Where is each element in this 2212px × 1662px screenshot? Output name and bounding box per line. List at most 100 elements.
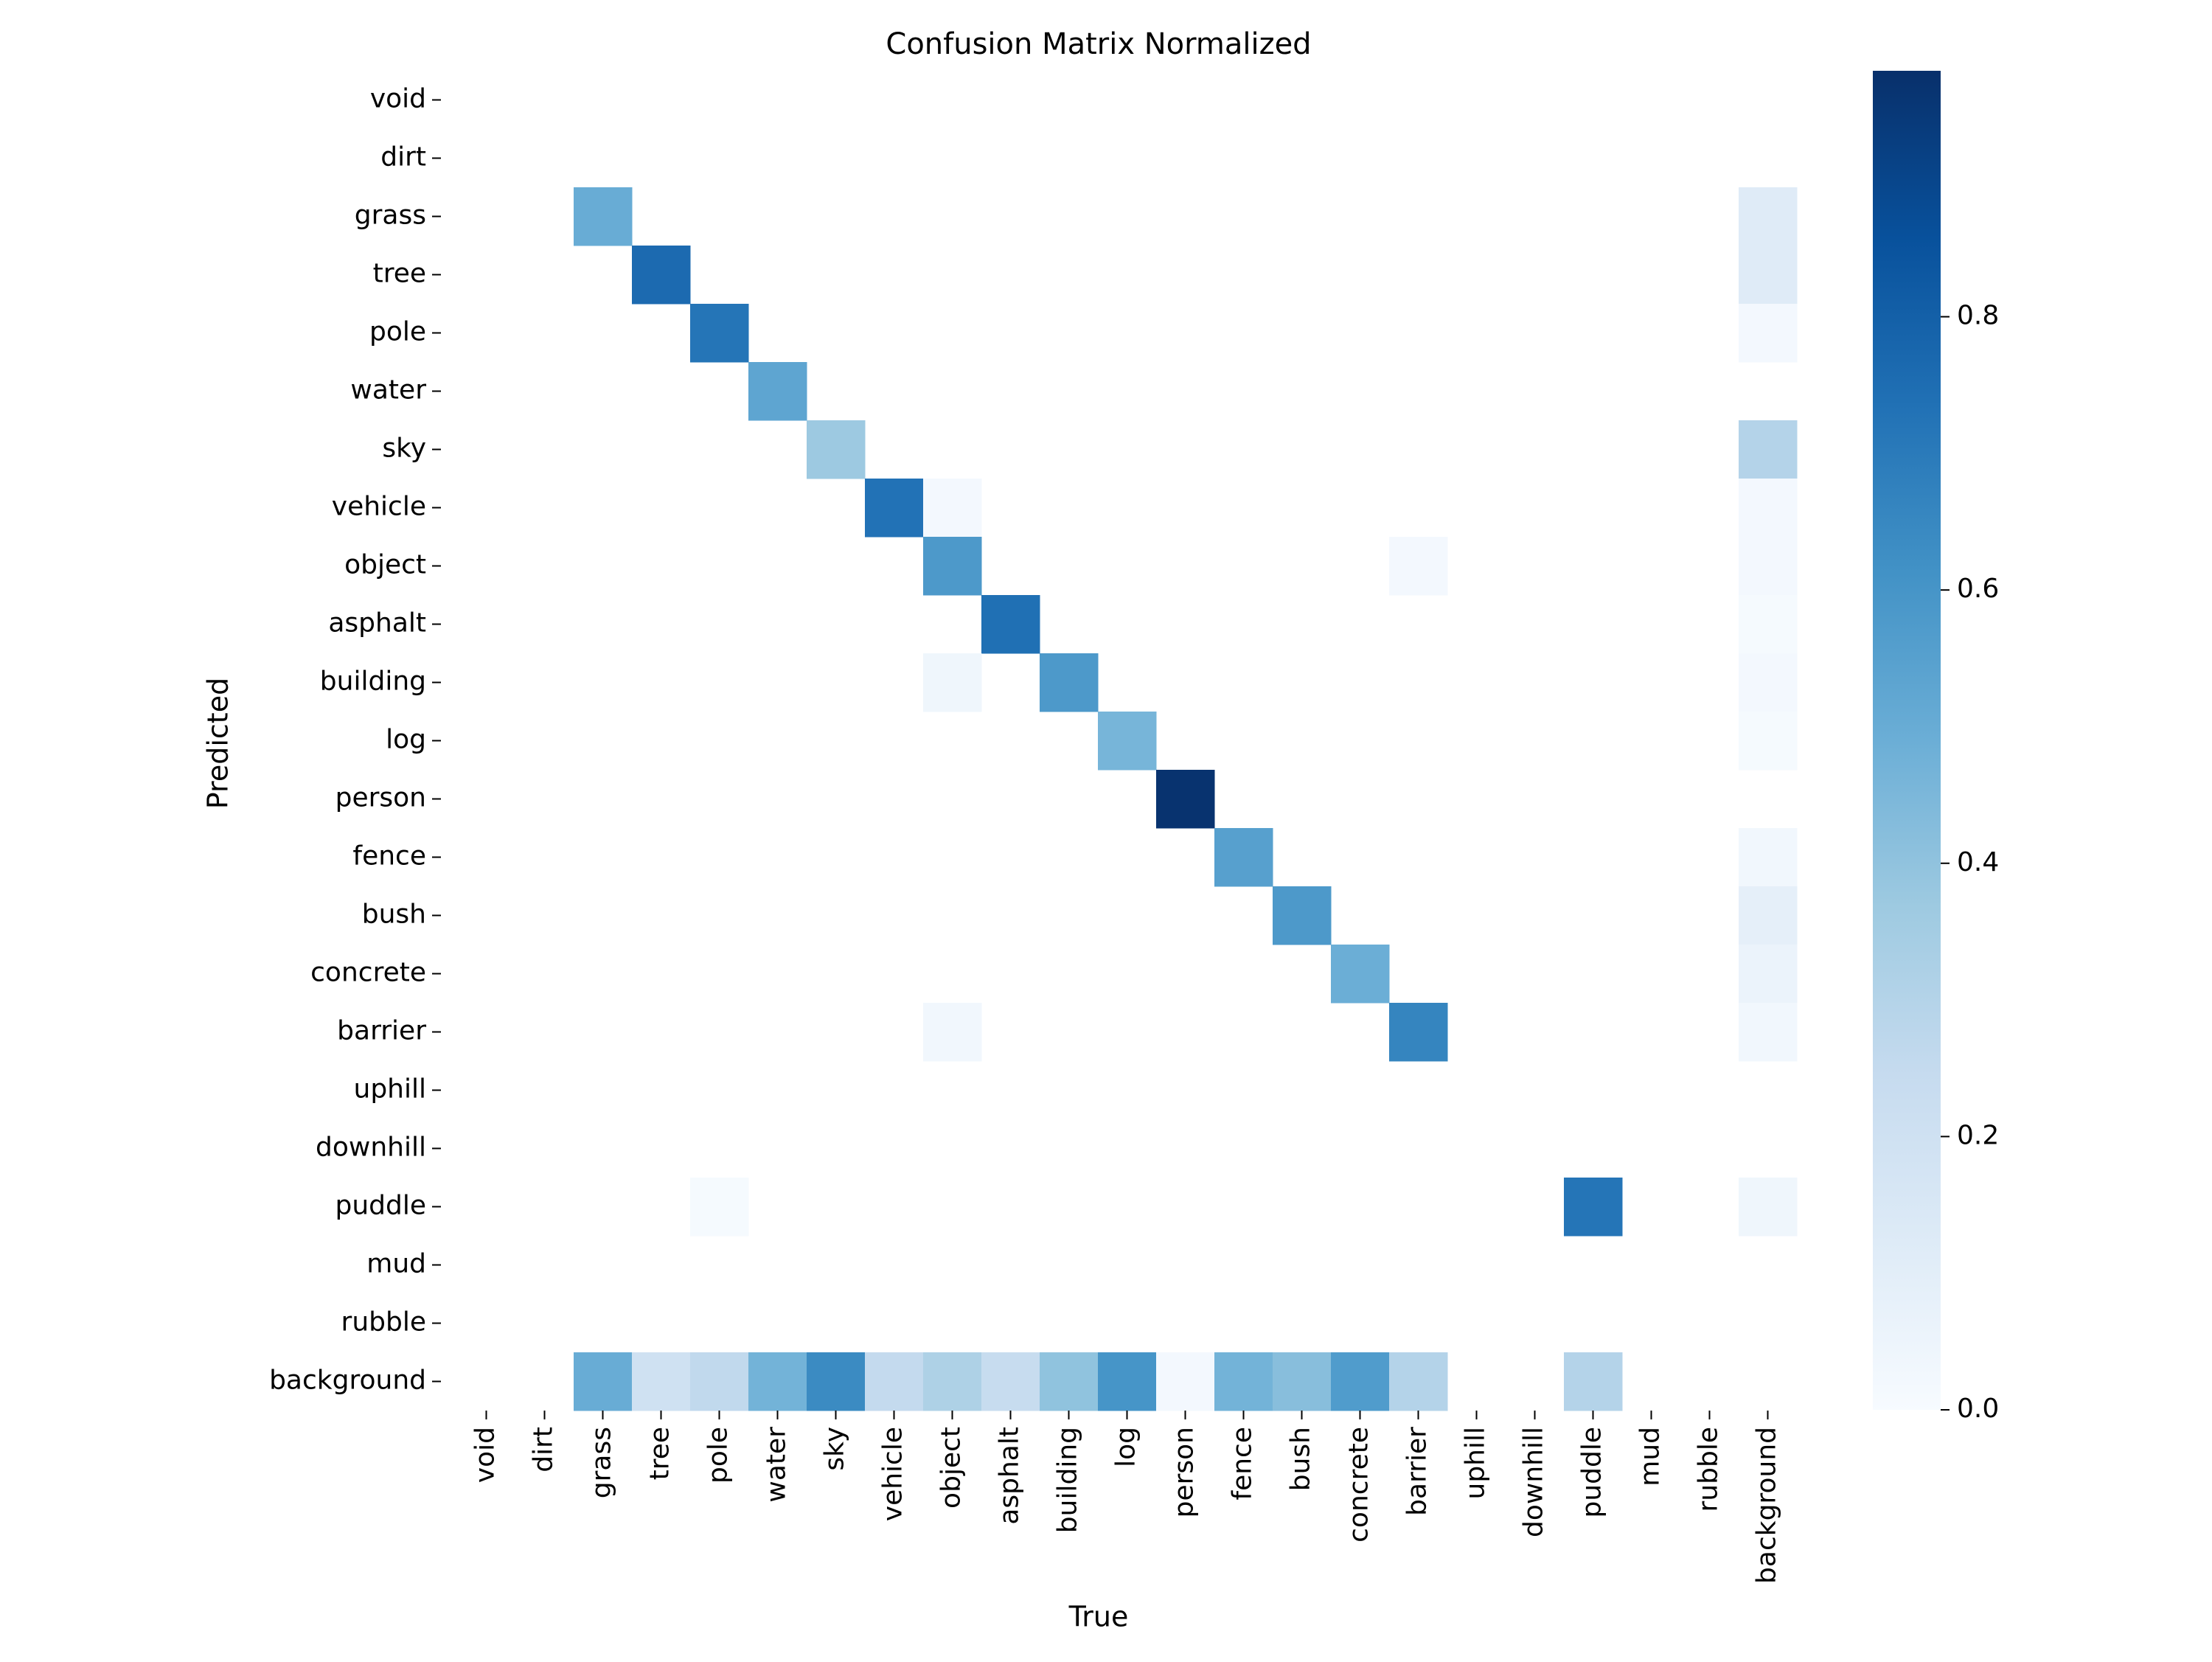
x-tick-label-water: water — [762, 1427, 792, 1503]
chart-title: Confusion Matrix Normalized — [886, 27, 1311, 61]
x-tick-label-sky: sky — [820, 1427, 850, 1471]
y-tick-label-log: log — [386, 725, 426, 755]
cell-tree-background — [1739, 246, 1798, 305]
x-tick-label-concrete: concrete — [1344, 1427, 1374, 1543]
colorbar-tick-label-0.2: 0.2 — [1957, 1120, 1999, 1150]
x-tick-label-asphalt: asphalt — [995, 1427, 1025, 1525]
y-tick-label-building: building — [320, 667, 426, 697]
cell-puddle-background — [1739, 1178, 1798, 1237]
cell-bush-background — [1739, 886, 1798, 945]
cell-background-grass — [574, 1352, 633, 1411]
cell-concrete-concrete — [1331, 945, 1390, 1004]
cell-background-puddle — [1564, 1352, 1623, 1411]
y-tick-label-object: object — [344, 550, 426, 580]
y-tick-label-tree: tree — [373, 259, 426, 289]
x-tick-label-puddle: puddle — [1577, 1427, 1607, 1518]
cell-water-water — [748, 362, 807, 421]
cell-grass-grass — [574, 187, 633, 246]
x-tick-label-tree: tree — [645, 1427, 675, 1480]
cell-background-person — [1156, 1352, 1215, 1411]
cell-bush-bush — [1273, 886, 1332, 945]
cell-object-background — [1739, 537, 1798, 596]
cell-background-sky — [807, 1352, 866, 1411]
y-tick-label-sky: sky — [382, 434, 426, 464]
x-tick-label-barrier: barrier — [1402, 1427, 1433, 1516]
x-axis-label: True — [1068, 1601, 1129, 1633]
cell-log-log — [1098, 712, 1157, 771]
cell-background-asphalt — [981, 1352, 1040, 1411]
cell-sky-sky — [807, 420, 866, 479]
colorbar-tick-label-0.8: 0.8 — [1957, 301, 1999, 331]
cell-puddle-puddle — [1564, 1178, 1623, 1237]
y-tick-label-rubble: rubble — [341, 1307, 426, 1338]
cell-tree-tree — [632, 246, 691, 305]
cell-building-building — [1040, 653, 1099, 712]
cell-puddle-pole — [690, 1178, 749, 1237]
y-tick-label-person: person — [335, 783, 426, 813]
cell-background-concrete — [1331, 1352, 1390, 1411]
x-tick-label-vehicle: vehicle — [878, 1427, 908, 1521]
cell-background-water — [748, 1352, 807, 1411]
cell-sky-background — [1739, 420, 1798, 479]
colorbar — [1873, 71, 1941, 1410]
x-tick-label-log: log — [1111, 1427, 1141, 1467]
cell-fence-fence — [1214, 828, 1273, 887]
cell-background-log — [1098, 1352, 1157, 1411]
y-tick-label-water: water — [350, 375, 426, 406]
y-tick-label-fence: fence — [352, 841, 426, 872]
colorbar-ticks: 0.0 0.2 0.4 0.6 0.8 — [1941, 301, 1999, 1424]
x-tick-label-dirt: dirt — [529, 1427, 559, 1472]
cell-barrier-barrier — [1389, 1003, 1448, 1062]
x-tick-label-fence: fence — [1228, 1427, 1258, 1501]
y-tick-label-vehicle: vehicle — [332, 492, 426, 522]
x-tick-label-rubble: rubble — [1694, 1427, 1724, 1512]
x-tick-label-downhill: downhill — [1519, 1427, 1549, 1537]
colorbar-tick-label-0.4: 0.4 — [1957, 847, 1999, 877]
y-tick-label-asphalt: asphalt — [328, 608, 426, 639]
y-tick-label-grass: grass — [355, 201, 426, 231]
colorbar-tick-label-0.0: 0.0 — [1957, 1394, 1999, 1424]
y-tick-label-background: background — [269, 1366, 426, 1396]
cell-log-background — [1739, 712, 1798, 771]
y-tick-label-mud: mud — [366, 1249, 426, 1279]
cell-object-barrier — [1389, 537, 1448, 596]
y-tick-label-void: void — [370, 84, 426, 114]
cell-pole-pole — [690, 304, 749, 363]
x-tick-label-mud: mud — [1635, 1427, 1666, 1487]
y-tick-label-pole: pole — [369, 317, 426, 347]
y-tick-label-concrete: concrete — [310, 958, 426, 988]
cell-background-object — [923, 1352, 982, 1411]
cell-building-object — [923, 653, 982, 712]
x-tick-label-void: void — [470, 1427, 501, 1483]
cell-background-bush — [1273, 1352, 1332, 1411]
x-tick-label-bush: bush — [1286, 1427, 1316, 1491]
y-tick-label-dirt: dirt — [380, 142, 426, 173]
cell-person-person — [1156, 770, 1215, 829]
cell-background-barrier — [1389, 1352, 1448, 1411]
cell-background-tree — [632, 1352, 691, 1411]
cell-grass-background — [1739, 187, 1798, 246]
cell-object-object — [923, 537, 982, 596]
cell-background-building — [1040, 1352, 1099, 1411]
colorbar-tick-label-0.6: 0.6 — [1957, 574, 1999, 604]
cell-asphalt-background — [1739, 595, 1798, 654]
x-tick-label-object: object — [936, 1427, 967, 1509]
x-tick-label-pole: pole — [703, 1427, 734, 1484]
cell-pole-background — [1739, 304, 1798, 363]
x-tick-labels: void dirt grass tree pole water sky vehicle obje… — [470, 1411, 1782, 1584]
y-tick-labels: void dirt grass tree pole water sky vehicle obje… — [269, 84, 441, 1396]
heatmap-cells — [574, 187, 1798, 1411]
x-tick-label-uphill: uphill — [1461, 1427, 1491, 1500]
x-tick-label-grass: grass — [587, 1427, 617, 1498]
cell-barrier-background — [1739, 1003, 1798, 1062]
y-tick-label-downhill: downhill — [316, 1133, 426, 1163]
cell-vehicle-vehicle — [865, 479, 924, 538]
cell-background-fence — [1214, 1352, 1273, 1411]
cell-barrier-object — [923, 1003, 982, 1062]
x-tick-label-building: building — [1053, 1427, 1083, 1533]
cell-background-vehicle — [865, 1352, 924, 1411]
y-tick-label-puddle: puddle — [335, 1191, 426, 1221]
y-axis-label: Predicted — [202, 678, 234, 809]
